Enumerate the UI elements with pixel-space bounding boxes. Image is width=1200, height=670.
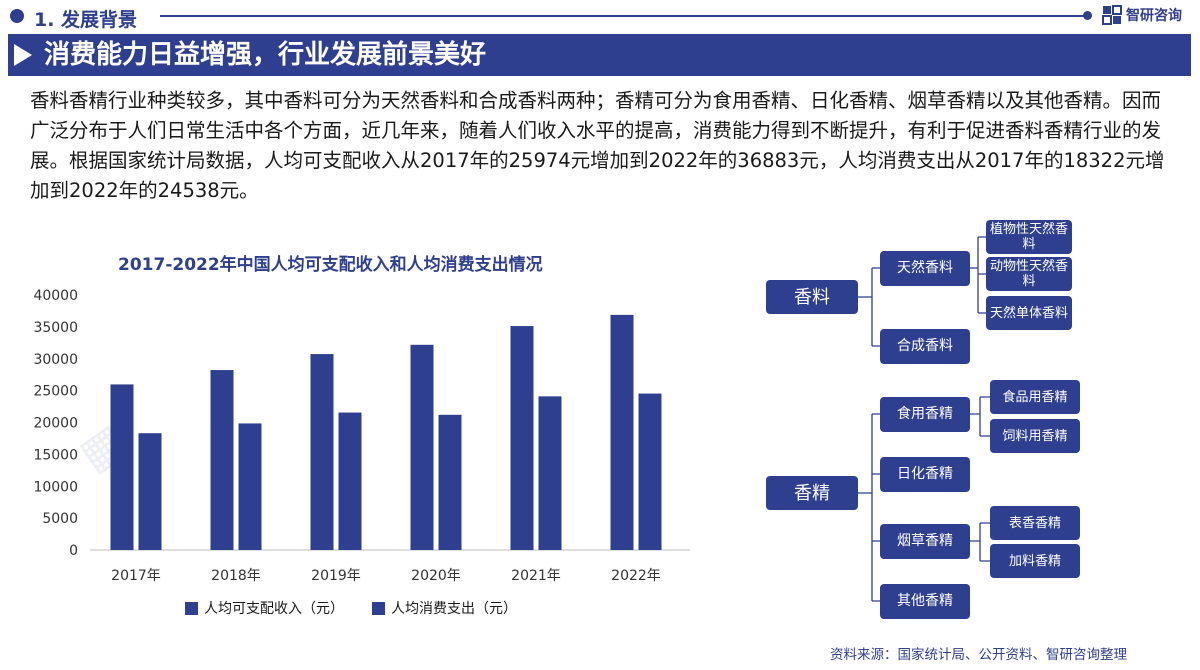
brand-logo-icon xyxy=(1102,5,1122,25)
y-tick-label: 25000 xyxy=(33,384,78,400)
brand-name: 智研咨询 xyxy=(1126,8,1182,24)
bar-income xyxy=(210,370,234,550)
y-tick-label: 35000 xyxy=(33,320,78,336)
y-tick-label: 10000 xyxy=(33,479,78,495)
bar-consumption xyxy=(138,433,162,550)
divider-end-dot xyxy=(1083,11,1092,20)
y-tick-label: 30000 xyxy=(33,352,78,368)
tree-leaf-casing: 表香香精 xyxy=(990,506,1080,540)
bar-income xyxy=(310,354,334,550)
play-triangle-icon xyxy=(14,44,32,66)
x-tick-label: 2022年 xyxy=(611,568,661,584)
legend-swatch xyxy=(372,601,385,615)
tree-leaf-food-use: 食品用香精 xyxy=(990,380,1080,414)
tree-leaf-feed-use: 饲料用香精 xyxy=(990,419,1080,453)
tree-leaf-plant: 植物性天然香料 xyxy=(986,220,1072,254)
legend-item-income: 人均可支配收入（元） xyxy=(185,598,344,618)
brand: 智研咨询 xyxy=(1102,5,1182,25)
bar-income xyxy=(110,384,134,550)
tree-node-xiangjing: 香精 xyxy=(766,476,858,510)
title-banner xyxy=(8,34,1191,76)
tree-node-other: 其他香精 xyxy=(880,584,970,619)
tree-node-tobacco: 烟草香精 xyxy=(880,524,970,559)
bar-consumption xyxy=(538,396,562,550)
y-tick-label: 5000 xyxy=(42,511,78,527)
y-tick-label: 20000 xyxy=(33,416,78,432)
banner-title: 消费能力日益增强，行业发展前景美好 xyxy=(44,40,487,70)
tree-leaf-animal: 动物性天然香料 xyxy=(986,257,1072,291)
legend-label: 人均消费支出（元） xyxy=(391,601,517,617)
tree-node-daily: 日化香精 xyxy=(880,457,970,492)
chart-title: 2017-2022年中国人均可支配收入和人均消费支出情况 xyxy=(118,255,543,275)
bar-chart: 0 5000 10000 15000 20000 25000 30000 35000 40000… xyxy=(33,288,690,584)
bar-income xyxy=(510,326,534,550)
legend-item-consumption: 人均消费支出（元） xyxy=(372,598,517,618)
bar-consumption xyxy=(238,423,262,550)
bar-consumption xyxy=(638,393,662,550)
tree-node-food: 食用香精 xyxy=(880,397,970,432)
legend-swatch xyxy=(185,601,198,615)
source-note: 资料来源：国家统计局、公开资料、智研咨询整理 xyxy=(830,647,1127,663)
y-tick-label: 15000 xyxy=(33,447,78,463)
chart-legend: 人均可支配收入（元） 人均消费支出（元） xyxy=(185,598,517,618)
section-title: 1. 发展背景 xyxy=(34,9,138,31)
x-tick-label: 2018年 xyxy=(211,568,261,584)
legend-label: 人均可支配收入（元） xyxy=(204,601,344,617)
tree-leaf-flavoring: 加料香精 xyxy=(990,544,1080,578)
tree-node-natural: 天然香料 xyxy=(880,251,970,286)
tree-leaf-monomer: 天然单体香料 xyxy=(986,296,1072,330)
x-tick-label: 2021年 xyxy=(511,568,561,584)
y-tick-label: 0 xyxy=(69,543,78,559)
bar-income xyxy=(610,314,634,550)
tree-node-xiangliao: 香料 xyxy=(766,280,858,314)
y-tick-label: 40000 xyxy=(33,288,78,304)
section-bullet xyxy=(10,9,24,23)
bar-income xyxy=(410,344,434,550)
bar-consumption xyxy=(438,414,462,550)
x-tick-label: 2020年 xyxy=(411,568,461,584)
x-tick-label: 2019年 xyxy=(311,568,361,584)
x-tick-label: 2017年 xyxy=(111,568,161,584)
tree-node-synthetic: 合成香料 xyxy=(880,329,970,364)
bar-consumption xyxy=(338,412,362,550)
section-divider xyxy=(160,15,1085,17)
intro-paragraph: 香料香精行业种类较多，其中香料可分为天然香料和合成香料两种；香精可分为食用香精、… xyxy=(30,89,1165,202)
